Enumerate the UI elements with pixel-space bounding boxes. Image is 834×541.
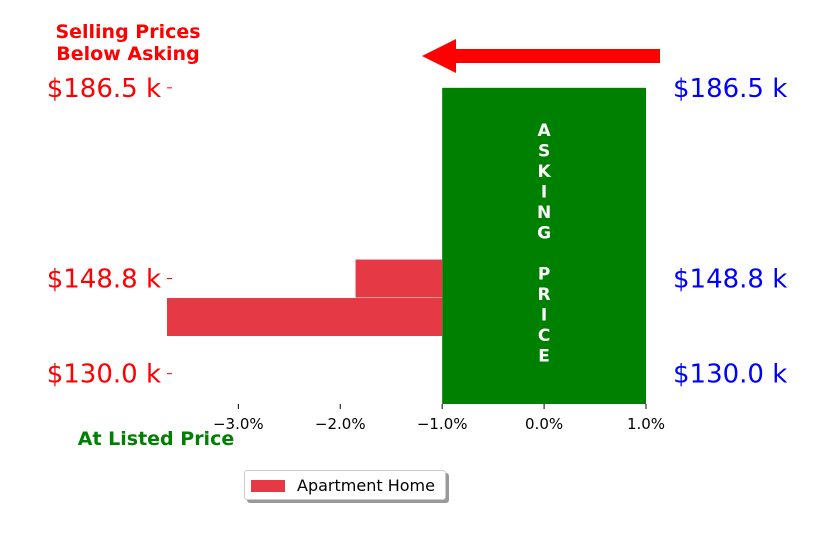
x-axis: −3.0% −2.0% −1.0% 0.0% 1.0% (213, 404, 665, 433)
asking-letter: R (538, 285, 551, 305)
asking-letter: E (538, 347, 550, 367)
at-listed-price-annotation: At Listed Price (78, 428, 234, 450)
x-tick-label: −3.0% (213, 415, 264, 433)
y-tick-label-right: $186.5 k (673, 74, 787, 104)
y-tick-label-left: $186.5 k (47, 74, 161, 104)
legend-swatch (251, 480, 285, 492)
asking-price-band-group (442, 87, 646, 404)
legend: Apartment Home (244, 470, 446, 500)
arrow-head (422, 39, 456, 73)
chart-title-line: Selling Prices (55, 21, 200, 43)
bars-group (167, 259, 443, 336)
y-axis-left: $186.5 k $148.8 k $130.0 k (47, 74, 172, 390)
legend-label: Apartment Home (297, 476, 435, 495)
asking-letter: G (537, 224, 551, 244)
x-tick-label: 0.0% (525, 415, 563, 433)
y-tick-label-left: $130.0 k (47, 360, 161, 390)
asking-letter: S (538, 142, 550, 162)
y-tick-label-left: $148.8 k (47, 265, 161, 295)
x-tick-label: −1.0% (417, 415, 468, 433)
y-tick-label-right: $148.8 k (673, 265, 787, 295)
bar (355, 259, 443, 298)
asking-price-band (442, 87, 646, 404)
asking-letter: N (537, 203, 551, 223)
asking-letter: I (541, 306, 547, 326)
x-tick-label: 1.0% (627, 415, 665, 433)
asking-letter: A (537, 121, 551, 141)
asking-letter: P (538, 265, 550, 285)
y-axis-right: $186.5 k $148.8 k $130.0 k (673, 74, 787, 390)
arrow-shaft (452, 49, 660, 63)
left-arrow-icon (422, 39, 660, 73)
asking-letter: I (541, 183, 547, 203)
bar (167, 297, 443, 336)
asking-letter: K (537, 162, 551, 182)
y-tick-label-right: $130.0 k (673, 360, 787, 390)
chart-title-line: Below Asking (56, 43, 199, 65)
asking-letter: C (538, 326, 550, 346)
x-tick-label: −2.0% (315, 415, 366, 433)
